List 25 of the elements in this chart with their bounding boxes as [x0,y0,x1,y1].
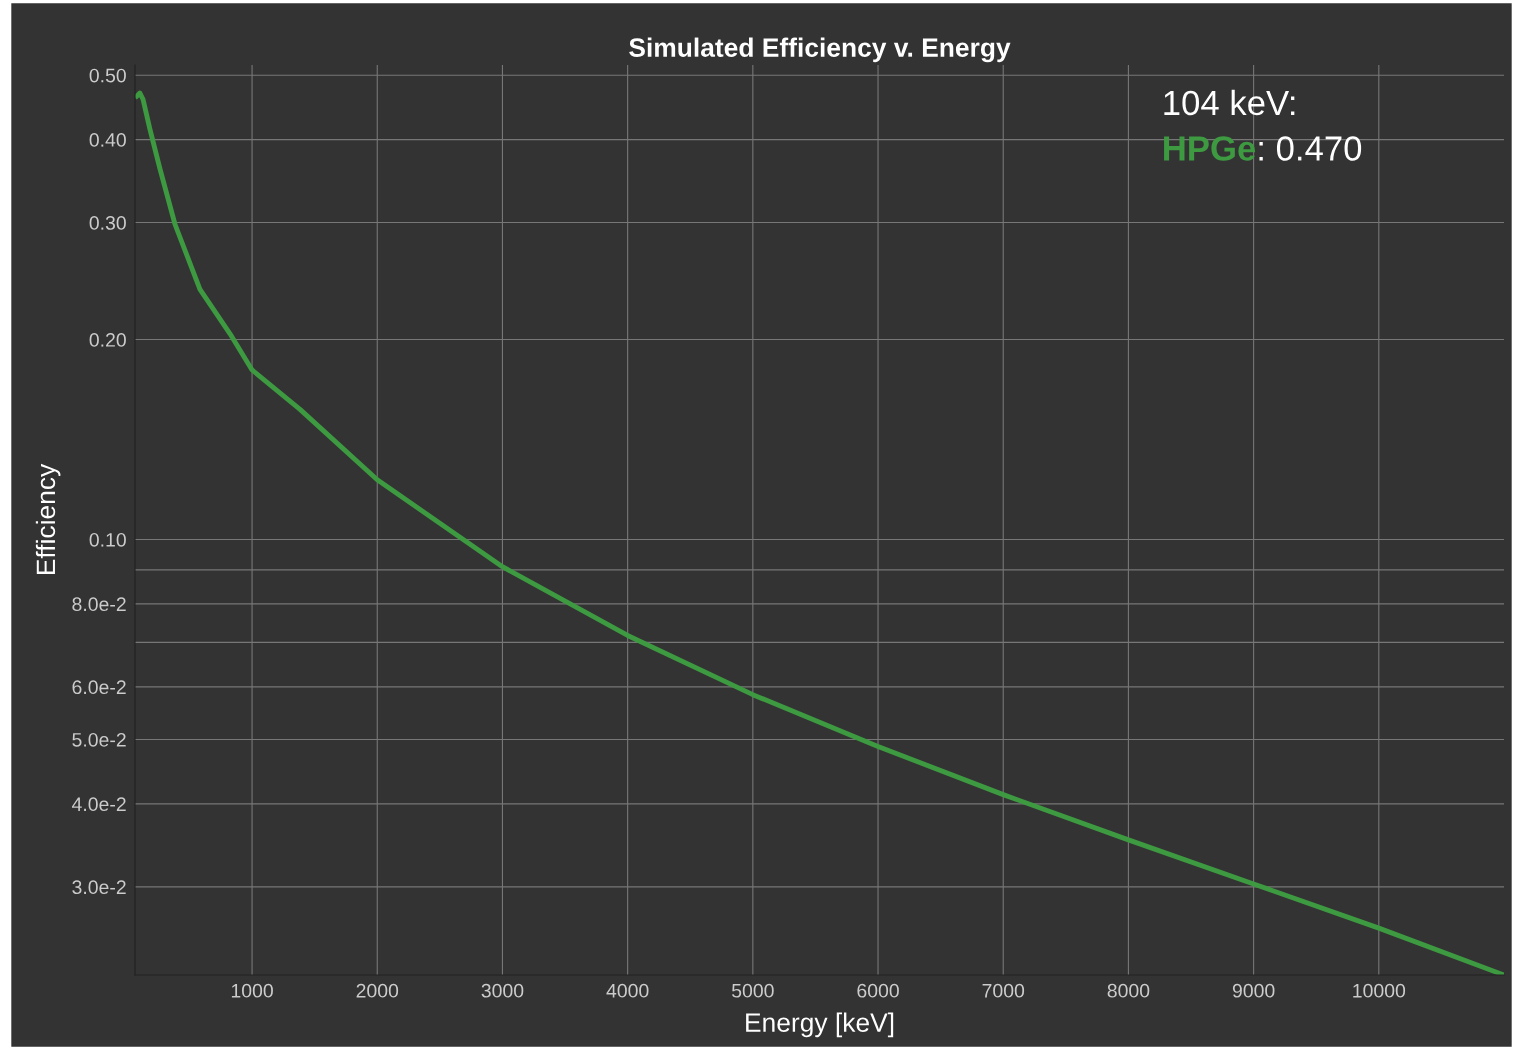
annotation: 104 keV: [1164,89,1295,116]
y-tick-label: 0.20 [89,333,126,347]
y-tick-label: 0.10 [89,532,126,547]
y-axis-title: Efficiency [35,463,61,575]
y-tick-label: 0.40 [89,133,126,147]
x-tick-label: 1000 [231,983,273,998]
y-tick-label: 5.0e-2 [72,732,126,747]
y-tick-label: 8.0e-2 [72,597,126,612]
x-tick-label: 8000 [1107,983,1150,998]
y-tick-label: 4.0e-2 [71,797,126,812]
x-tick-label: 4000 [606,983,649,998]
y-tick-label: 0.30 [89,216,126,230]
x-tick-label: 2000 [356,983,399,998]
x-tick-label: 7000 [982,983,1025,998]
x-tick-label: 3000 [481,983,524,998]
x-tick-label: 9000 [1232,983,1275,998]
chart-title: Simulated Efficiency v. Energy [629,37,1011,63]
y-tick-label: 6.0e-2 [72,680,126,695]
y-tick-label: 0.50 [89,68,126,83]
x-tick-label: 10000 [1353,983,1406,998]
annotation: : 0.470 [1259,136,1362,161]
x-tick-label: 5000 [731,983,774,998]
y-tick-label: 3.0e-2 [72,880,126,895]
x-tick-label: 6000 [857,983,899,998]
x-axis-title: Energy [keV] [746,1012,894,1038]
